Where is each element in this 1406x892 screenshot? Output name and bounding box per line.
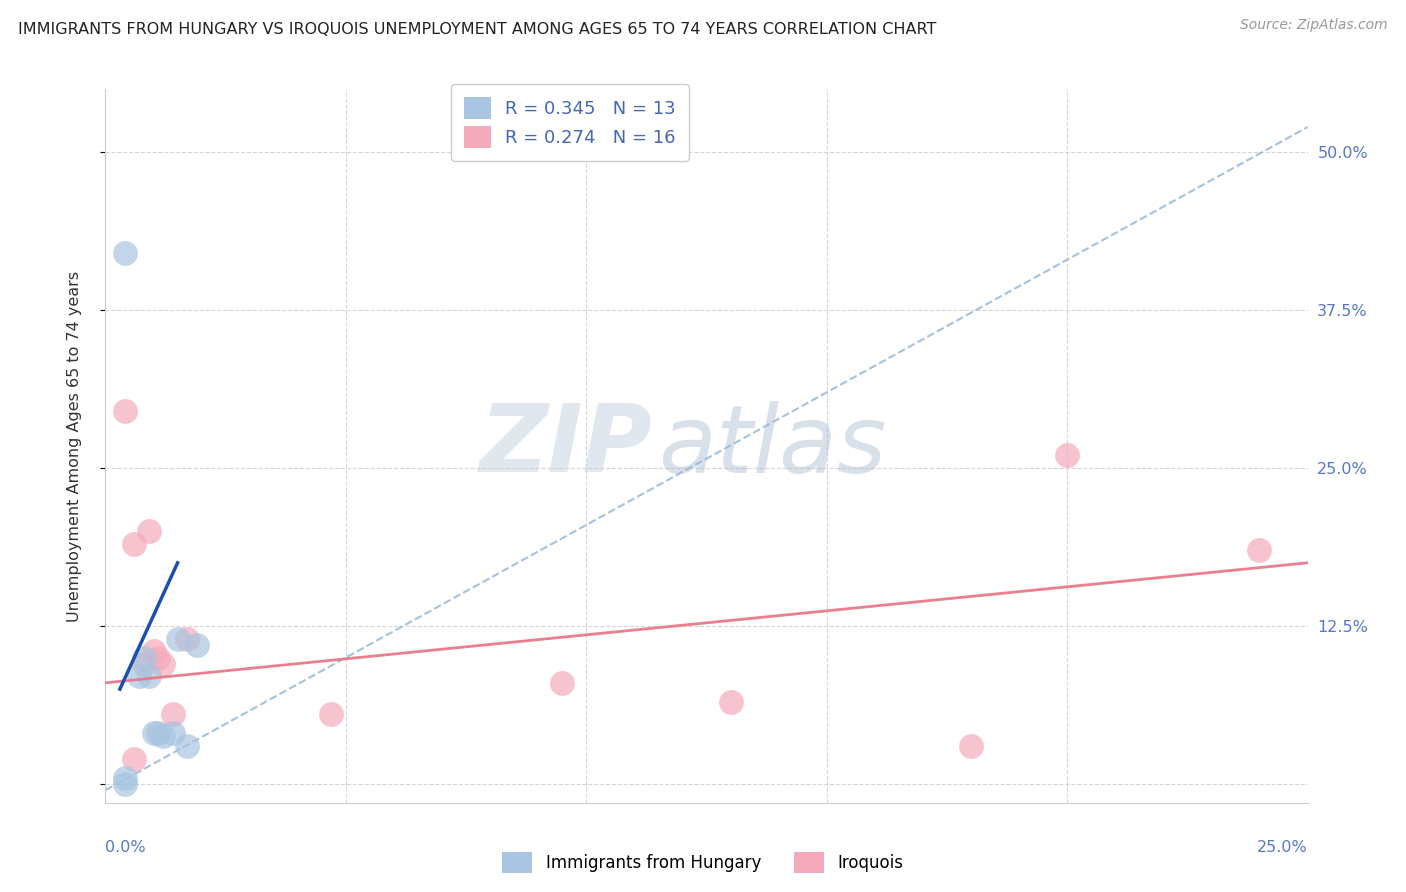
Point	[124, 751, 146, 765]
Text: atlas: atlas	[658, 401, 887, 491]
Point	[142, 726, 165, 740]
Text: 25.0%: 25.0%	[1257, 840, 1308, 855]
Point	[138, 524, 160, 539]
Point	[114, 771, 136, 785]
Point	[186, 638, 208, 652]
Point	[114, 246, 136, 260]
Point	[176, 632, 198, 646]
Point	[138, 669, 160, 683]
Point	[176, 739, 198, 753]
Point	[128, 669, 150, 683]
Point	[114, 404, 136, 418]
Point	[166, 632, 188, 646]
Point	[132, 650, 155, 665]
Point	[148, 726, 170, 740]
Point	[1056, 449, 1078, 463]
Point	[142, 644, 165, 658]
Text: IMMIGRANTS FROM HUNGARY VS IROQUOIS UNEMPLOYMENT AMONG AGES 65 TO 74 YEARS CORRE: IMMIGRANTS FROM HUNGARY VS IROQUOIS UNEM…	[18, 22, 936, 37]
Point	[960, 739, 983, 753]
Point	[132, 657, 155, 671]
Point	[152, 729, 174, 743]
Point	[321, 707, 343, 722]
Legend: Immigrants from Hungary, Iroquois: Immigrants from Hungary, Iroquois	[496, 846, 910, 880]
Point	[114, 777, 136, 791]
Point	[124, 537, 146, 551]
Point	[1249, 543, 1271, 558]
Point	[720, 695, 742, 709]
Point	[162, 707, 184, 722]
Text: 0.0%: 0.0%	[105, 840, 146, 855]
Text: ZIP: ZIP	[479, 400, 652, 492]
Point	[152, 657, 174, 671]
Point	[551, 675, 574, 690]
Text: Source: ZipAtlas.com: Source: ZipAtlas.com	[1240, 18, 1388, 32]
Y-axis label: Unemployment Among Ages 65 to 74 years: Unemployment Among Ages 65 to 74 years	[67, 270, 82, 622]
Point	[148, 650, 170, 665]
Point	[162, 726, 184, 740]
Legend: R = 0.345   N = 13, R = 0.274   N = 16: R = 0.345 N = 13, R = 0.274 N = 16	[451, 84, 689, 161]
